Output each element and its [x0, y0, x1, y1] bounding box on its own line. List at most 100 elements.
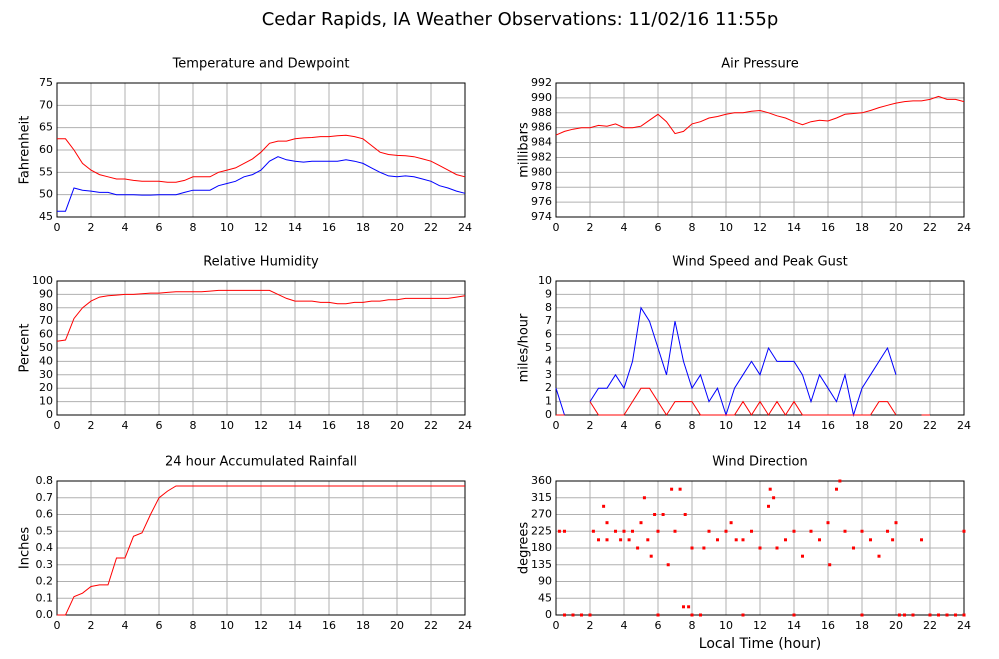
y-axis-label: Fahrenheit	[18, 116, 33, 185]
x-tick-label: 14	[288, 419, 302, 432]
data-point	[729, 521, 733, 525]
y-tick-label: 60	[39, 143, 53, 156]
data-point	[683, 513, 687, 516]
data-point	[784, 538, 787, 542]
panel-title: Relative Humidity	[203, 255, 319, 270]
figure-title: Cedar Rapids, IA Weather Observations: 1…	[262, 9, 779, 30]
x-tick-label: 18	[855, 221, 869, 234]
data-point	[877, 554, 881, 558]
y-tick-label: 70	[39, 314, 53, 327]
data-point	[571, 613, 575, 617]
plot-frame	[555, 82, 965, 218]
x-tick-label: 4	[122, 619, 129, 632]
panel-title: Air Pressure	[721, 57, 799, 72]
x-tick-label: 18	[356, 221, 370, 234]
x-tick-label: 6	[156, 419, 163, 432]
data-point	[597, 538, 600, 542]
x-tick-label: 16	[322, 419, 336, 432]
data-point	[860, 613, 864, 617]
data-point	[818, 538, 821, 542]
y-tick-label: 0.1	[36, 591, 54, 604]
data-point	[741, 538, 745, 542]
y-axis-label: miles/hour	[517, 313, 532, 382]
y-tick-label: 315	[531, 491, 552, 504]
x-tick-label: 10	[220, 619, 234, 632]
data-point	[636, 546, 640, 550]
data-point	[724, 529, 728, 533]
y-tick-label: 6	[545, 328, 552, 341]
data-point	[605, 538, 609, 542]
data-point	[891, 538, 895, 542]
x-tick-label: 2	[88, 419, 95, 432]
x-tick-label: 12	[254, 419, 268, 432]
y-tick-label: 90	[39, 287, 53, 300]
x-tick-label: 0	[54, 419, 61, 432]
y-tick-label: 5	[545, 341, 552, 354]
y-tick-label: 982	[531, 150, 552, 163]
data-point	[828, 563, 832, 567]
x-tick-label: 4	[621, 619, 628, 632]
y-tick-label: 30	[39, 368, 53, 381]
x-tick-label: 20	[889, 419, 903, 432]
x-tick-label: 18	[356, 419, 370, 432]
x-tick-label: 20	[390, 619, 404, 632]
y-tick-label: 4	[545, 354, 552, 367]
data-point	[962, 613, 966, 617]
y-tick-label: 3	[545, 368, 552, 381]
x-tick-label: 14	[787, 619, 801, 632]
x-tick-label: 24	[957, 619, 971, 632]
y-tick-label: 7	[545, 314, 552, 327]
x-tick-label: 2	[587, 619, 594, 632]
data-point	[897, 613, 901, 617]
data-point	[707, 529, 711, 533]
x-tick-label: 22	[923, 619, 937, 632]
y-tick-label: 976	[531, 195, 552, 208]
data-point	[702, 546, 706, 550]
plot-frame	[555, 480, 965, 616]
data-point	[792, 529, 796, 533]
x-tick-label: 16	[322, 619, 336, 632]
x-tick-label: 6	[655, 619, 662, 632]
x-tick-label: 20	[889, 619, 903, 632]
data-point	[894, 521, 898, 525]
plot-frame	[555, 280, 965, 416]
x-tick-label: 6	[156, 619, 163, 632]
data-point	[937, 613, 940, 617]
x-tick-label: 14	[787, 419, 801, 432]
x-tick-label: 4	[122, 221, 129, 234]
data-point	[653, 513, 657, 516]
x-tick-label: 8	[190, 419, 197, 432]
data-point	[838, 479, 842, 483]
x-tick-label: 12	[254, 619, 268, 632]
panel: Wind Speed and Peak Gustmiles/hour012345…	[517, 255, 972, 433]
data-point	[920, 538, 923, 542]
data-point	[605, 521, 609, 525]
x-tick-label: 12	[753, 221, 767, 234]
panel-title: Wind Speed and Peak Gust	[672, 255, 847, 270]
y-tick-label: 2	[545, 381, 552, 394]
data-point	[768, 487, 772, 491]
x-tick-label: 18	[356, 619, 370, 632]
x-tick-label: 24	[458, 419, 472, 432]
x-tick-label: 2	[587, 419, 594, 432]
y-tick-label: 60	[39, 328, 53, 341]
data-point	[734, 538, 738, 542]
x-tick-label: 20	[390, 419, 404, 432]
data-point	[954, 613, 957, 617]
x-tick-label: 18	[855, 619, 869, 632]
x-tick-label: 18	[855, 419, 869, 432]
x-tick-label: 6	[655, 419, 662, 432]
data-point	[741, 613, 745, 617]
y-tick-label: 0	[545, 408, 552, 421]
y-tick-label: 75	[39, 76, 53, 89]
data-point	[690, 546, 694, 550]
y-tick-label: 0.5	[36, 524, 54, 537]
data-point	[869, 538, 872, 542]
data-point	[911, 613, 915, 617]
y-tick-label: 974	[531, 210, 552, 223]
y-tick-label: 225	[531, 524, 552, 537]
y-tick-label: 40	[39, 354, 53, 367]
x-tick-label: 2	[88, 221, 95, 234]
